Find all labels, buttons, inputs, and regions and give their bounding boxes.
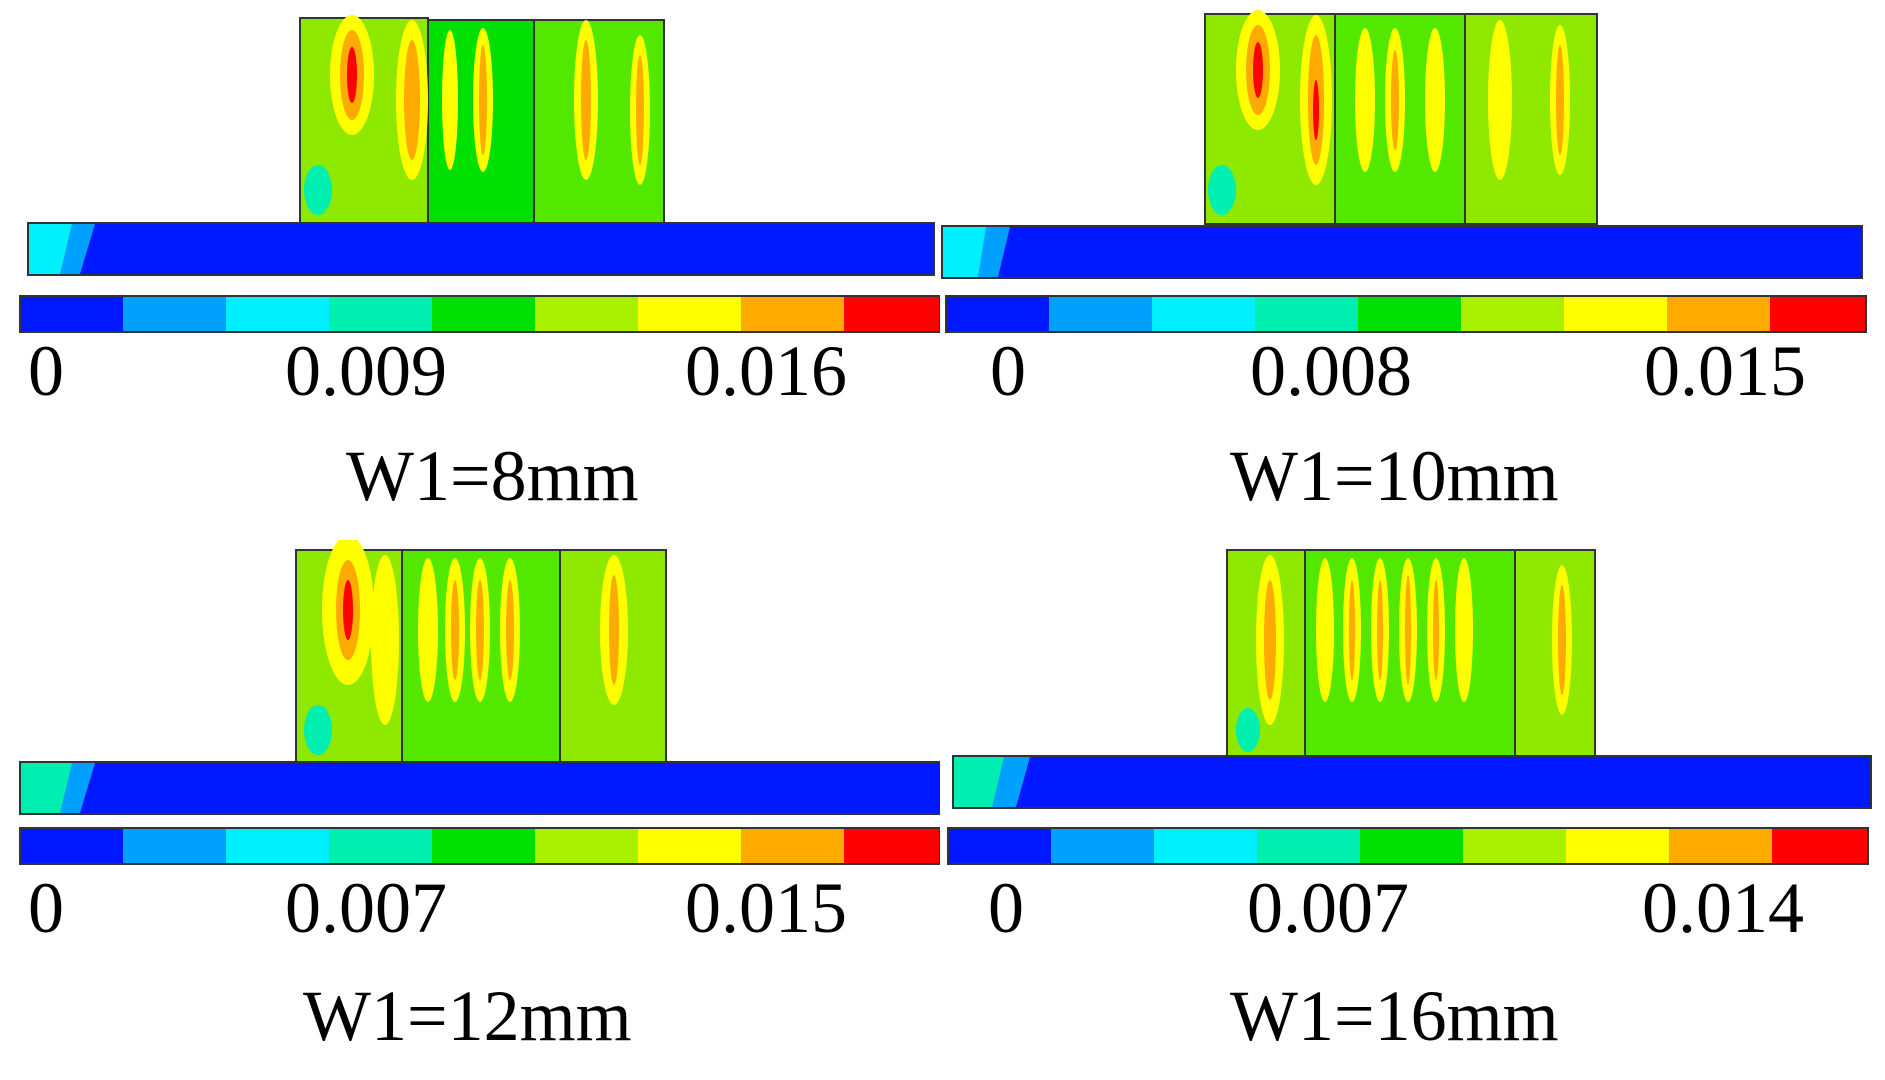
color-legend-bar	[19, 827, 940, 865]
legend-swatch-4	[1255, 296, 1358, 332]
legend-swatch-4	[329, 296, 432, 332]
legend-swatch-7	[1564, 296, 1667, 332]
legend-swatch-9	[1772, 828, 1868, 864]
legend-swatch-5	[432, 296, 535, 332]
color-legend-bar	[947, 827, 1869, 865]
tick-mid: 0.007	[285, 868, 447, 948]
tick-min: 0	[990, 331, 1026, 411]
legend-swatch-3	[1154, 828, 1257, 864]
legend-swatch-8	[1669, 828, 1772, 864]
contour-plot	[941, 10, 1867, 333]
legend-swatch-2	[123, 296, 226, 332]
legend-swatch-7	[1566, 828, 1669, 864]
coil-blocks	[1226, 549, 1596, 763]
legend-swatch-9	[844, 828, 940, 864]
legend-swatch-9	[844, 296, 940, 332]
panel-w1-8mm: 0 0.009 0.016 W1=8mm	[0, 0, 940, 540]
panel-caption: W1=10mm	[1230, 436, 1559, 516]
tick-min: 0	[28, 331, 64, 411]
legend-swatch-6	[535, 828, 638, 864]
tick-max: 0.014	[1642, 868, 1804, 948]
legend-swatch-5	[1358, 296, 1461, 332]
tick-mid: 0.009	[285, 331, 447, 411]
color-legend-bar	[945, 295, 1867, 333]
contour-plot	[19, 15, 940, 333]
core-bar	[27, 222, 935, 276]
panel-w1-16mm: 0 0.007 0.014 W1=16mm	[940, 540, 1872, 1080]
legend-swatch-4	[329, 828, 432, 864]
coil-blocks	[1204, 10, 1598, 225]
tick-max: 0.015	[1644, 331, 1806, 411]
core-bar	[19, 761, 940, 815]
legend-swatch-6	[1461, 296, 1564, 332]
panel-w1-12mm: 0 0.007 0.015 W1=12mm	[0, 540, 940, 1080]
coil-blocks	[299, 15, 665, 224]
legend-swatch-9	[1770, 296, 1866, 332]
legend-swatch-7	[638, 828, 741, 864]
tick-mid: 0.008	[1250, 331, 1412, 411]
legend-swatch-8	[1667, 296, 1770, 332]
legend-swatch-1	[948, 828, 1051, 864]
legend-swatch-6	[535, 296, 638, 332]
panel-caption: W1=12mm	[303, 976, 632, 1056]
tick-mid: 0.007	[1247, 868, 1409, 948]
legend-swatch-3	[226, 828, 329, 864]
tick-max: 0.016	[685, 331, 847, 411]
core-bar	[941, 225, 1863, 279]
contour-plot	[947, 549, 1872, 865]
legend-swatch-8	[741, 828, 844, 864]
contour-plot	[19, 540, 940, 865]
tick-max: 0.015	[685, 868, 847, 948]
legend-swatch-1	[20, 828, 123, 864]
panel-caption: W1=8mm	[346, 436, 639, 516]
legend-swatch-2	[1049, 296, 1152, 332]
legend-swatch-2	[123, 828, 226, 864]
legend-swatch-1	[946, 296, 1049, 332]
legend-swatch-6	[1463, 828, 1566, 864]
legend-swatch-8	[741, 296, 844, 332]
legend-swatch-5	[432, 828, 535, 864]
tick-min: 0	[988, 868, 1024, 948]
legend-swatch-4	[1257, 828, 1360, 864]
legend-swatch-2	[1051, 828, 1154, 864]
color-legend-bar	[19, 295, 940, 333]
legend-swatch-7	[638, 296, 741, 332]
legend-swatch-1	[20, 296, 123, 332]
core-bar	[952, 755, 1872, 809]
tick-min: 0	[28, 868, 64, 948]
legend-swatch-3	[226, 296, 329, 332]
coil-blocks	[295, 540, 667, 763]
panel-caption: W1=16mm	[1230, 976, 1559, 1056]
legend-swatch-5	[1360, 828, 1463, 864]
legend-swatch-3	[1152, 296, 1255, 332]
panel-w1-10mm: 0 0.008 0.015 W1=10mm	[940, 0, 1870, 540]
